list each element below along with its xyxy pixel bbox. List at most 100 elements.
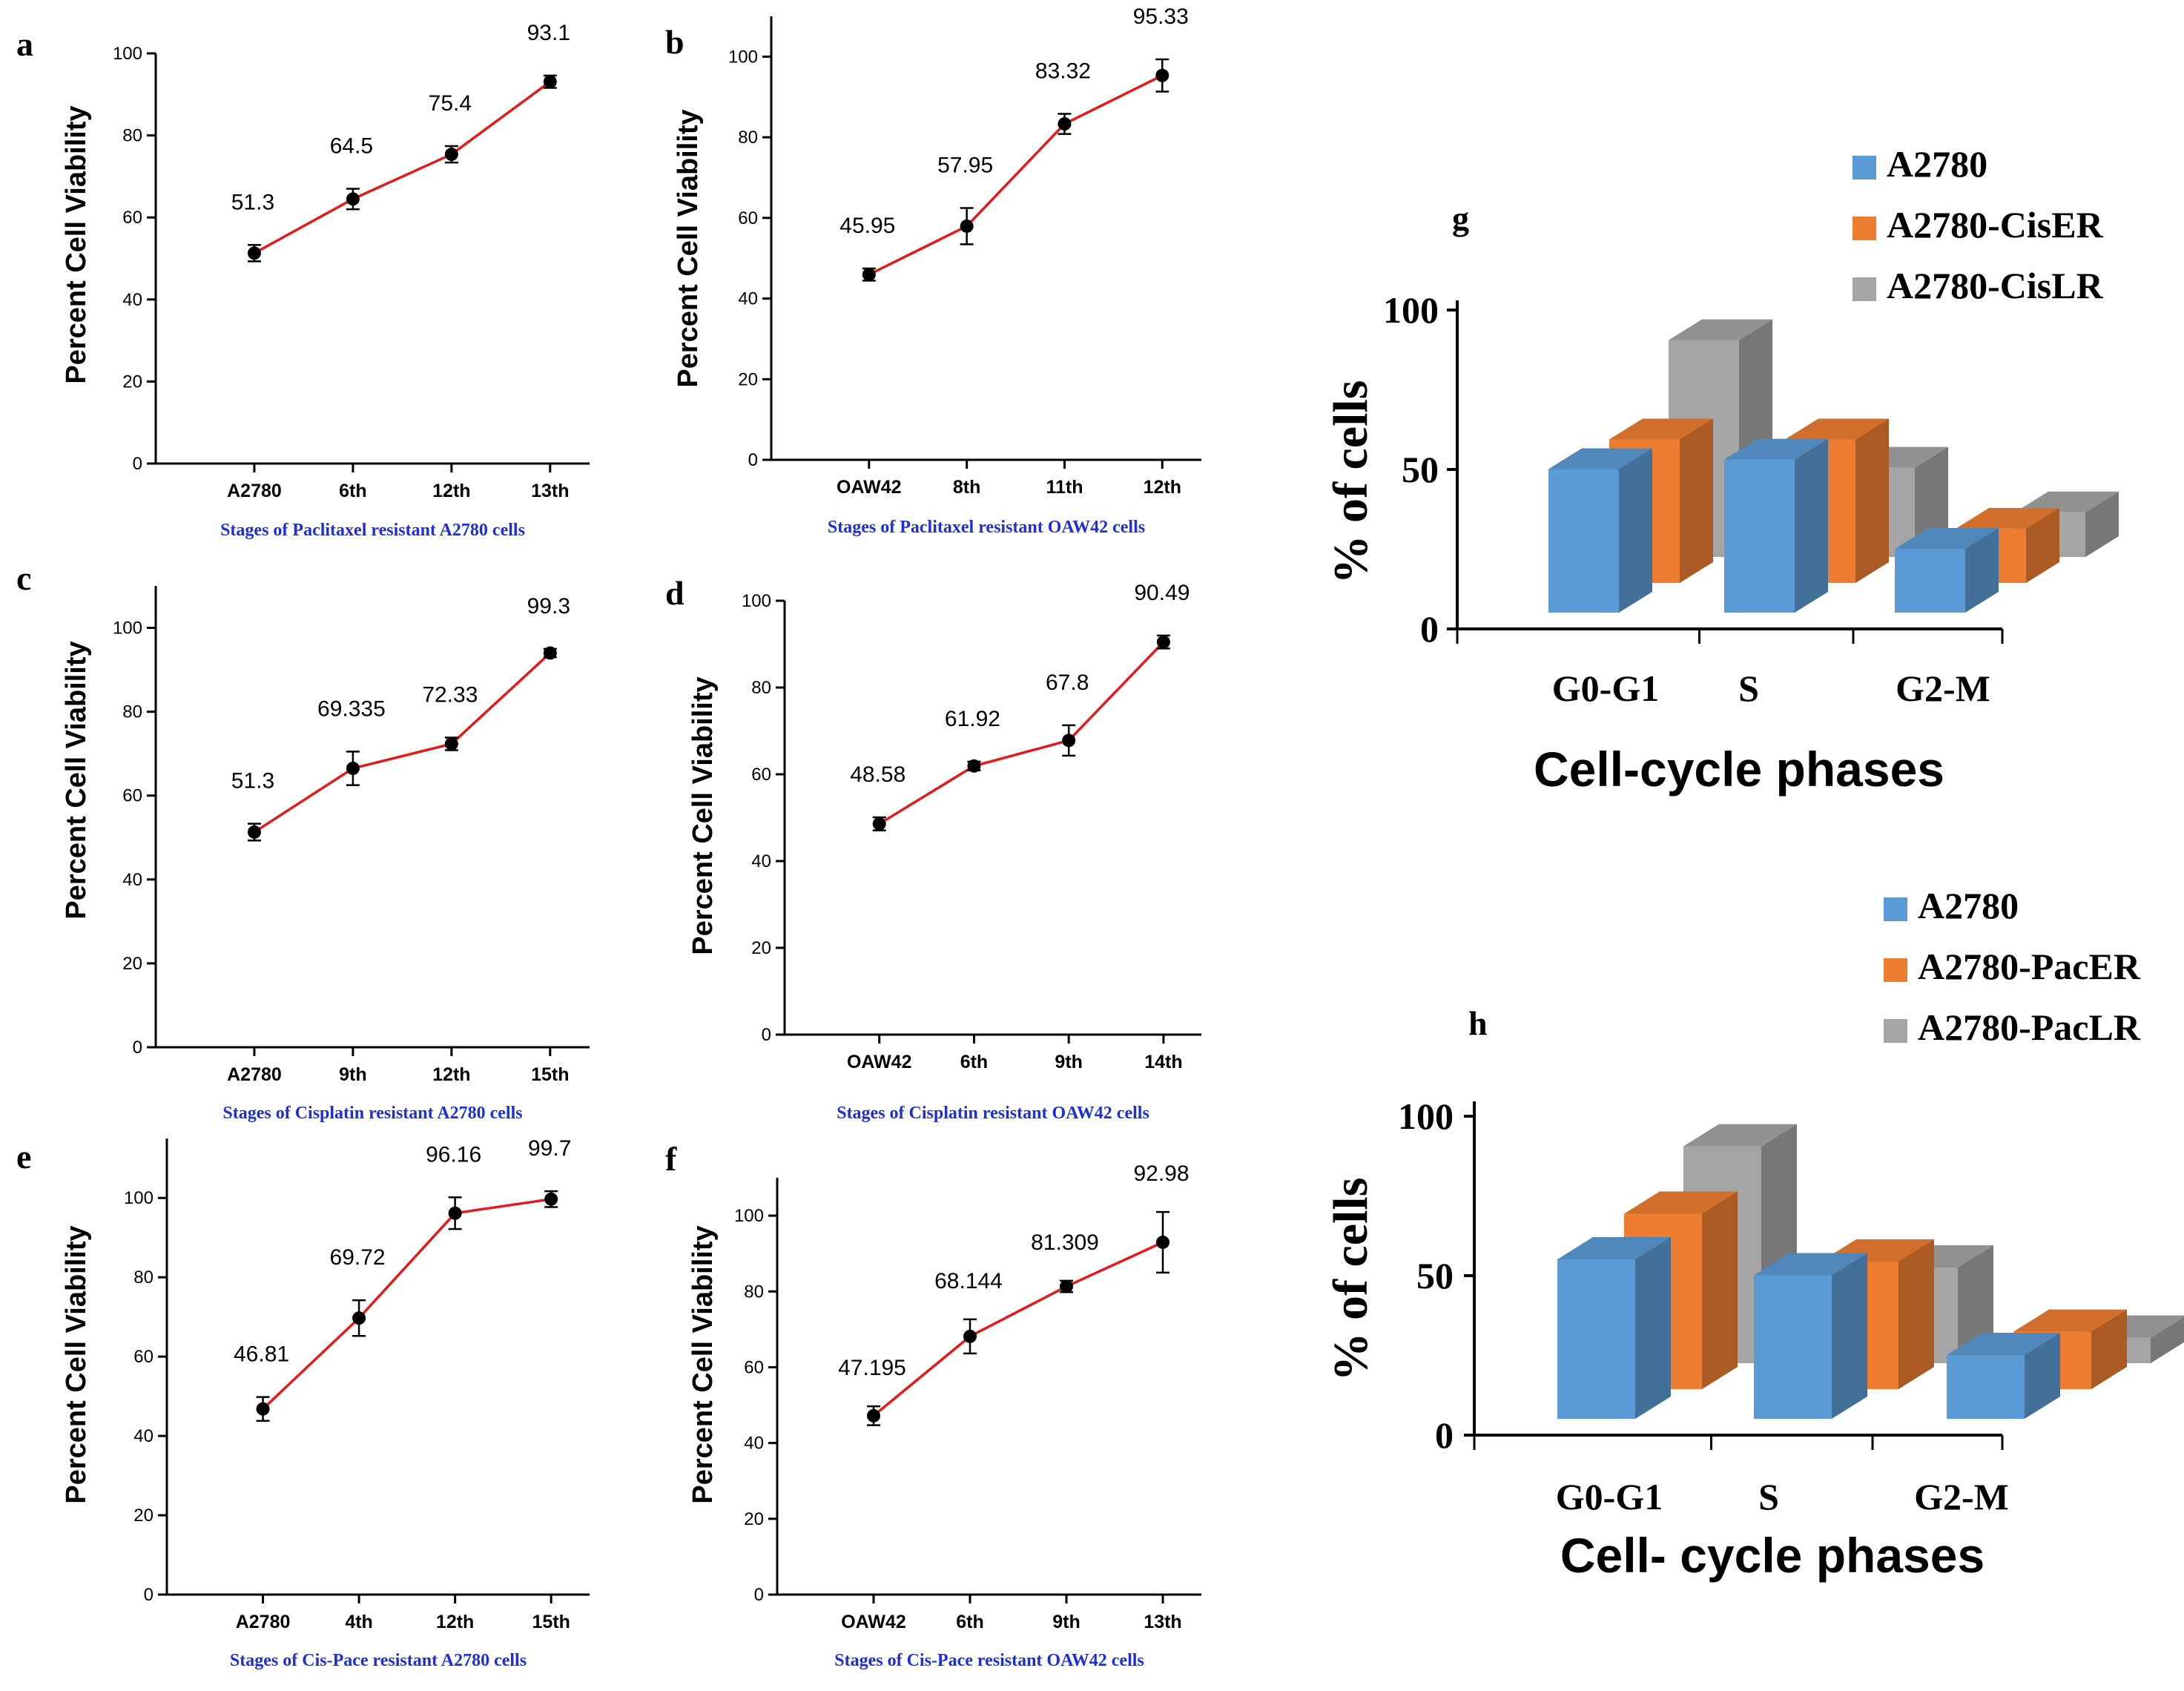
- data-label: 57.95: [937, 153, 993, 177]
- bar-side: [1680, 418, 1713, 583]
- x-tick-label: A2780: [227, 481, 282, 501]
- bar-face: [1895, 549, 1965, 613]
- data-point: [256, 1402, 270, 1416]
- bar-side: [1635, 1237, 1671, 1419]
- y-tick-label: 60: [744, 1357, 764, 1377]
- bar-face: [1947, 1355, 2025, 1419]
- y-tick-label: 60: [738, 208, 758, 228]
- x-tick-label: OAW42: [837, 477, 902, 498]
- data-point: [862, 268, 876, 282]
- data-point: [1062, 734, 1076, 748]
- x-tick-label: 11th: [1046, 477, 1083, 498]
- x-tick-label: 6th: [960, 1052, 989, 1072]
- y-tick-label: 80: [751, 678, 771, 698]
- panel-letter: h: [1468, 1004, 1488, 1042]
- bar-a2780-s: [1724, 438, 1828, 613]
- y-tick-label: 0: [144, 1585, 154, 1605]
- x-tick-label: 12th: [432, 481, 470, 501]
- bar-a2780-s: [1754, 1253, 1867, 1419]
- line-chart-e: e 0 20 40 60 80 100 A2780 4th 12th 15th 46.81 69.72 9…: [16, 1136, 590, 1670]
- y-tick-label: 20: [133, 1506, 154, 1526]
- y-tick-label: 80: [122, 126, 142, 146]
- bar-top: [1669, 319, 1772, 340]
- panel-letter: c: [16, 559, 31, 597]
- bar-top: [1557, 1237, 1671, 1259]
- y-tick-label: 40: [122, 290, 142, 310]
- x-tick-label: 13th: [531, 481, 569, 501]
- data-point: [346, 192, 360, 206]
- y-axis-label: % of cells: [1324, 380, 1378, 584]
- line-chart-b: b 0 20 40 60 80 100 OAW42 8th 11th 12th 45.95 57.95 8…: [665, 4, 1201, 537]
- bar-side: [2025, 1333, 2060, 1419]
- data-point: [1156, 635, 1170, 649]
- y-tick-label: 100: [113, 44, 142, 64]
- data-label: 45.95: [839, 214, 895, 238]
- bar-face: [1724, 459, 1795, 613]
- x-tick-label: OAW42: [841, 1612, 906, 1632]
- x-tick-label: 4th: [345, 1612, 373, 1632]
- bar-side: [2085, 491, 2119, 557]
- bar-top: [1947, 1333, 2060, 1355]
- data-label: 46.81: [234, 1342, 289, 1367]
- data-label: 99.3: [527, 594, 570, 619]
- data-point: [960, 219, 974, 233]
- data-label: 93.1: [527, 21, 570, 45]
- y-tick-label: 0: [762, 1025, 771, 1045]
- data-label: 61.92: [945, 707, 1000, 731]
- x-tick-label: 9th: [1052, 1612, 1081, 1632]
- series-line: [878, 641, 1165, 825]
- data-label: 83.32: [1035, 59, 1091, 83]
- bar-top: [1895, 528, 1999, 549]
- y-tick-label: 20: [122, 372, 142, 392]
- y-tick-label: 40: [751, 851, 771, 871]
- x-tick-label: G0-G1: [1552, 668, 1659, 709]
- y-tick-label: 40: [744, 1434, 764, 1454]
- data-label: 72.33: [422, 683, 478, 708]
- bar-top: [2015, 491, 2119, 512]
- y-axis-label: Percent Cell Viability: [687, 676, 719, 955]
- y-tick-label: 100: [742, 591, 771, 611]
- legend-swatch: [1853, 217, 1876, 240]
- series-line: [254, 652, 552, 834]
- bar-chart-h: h 0 50 100 G0-G1 S G2-M Cell- cycle phases % of …: [1324, 885, 2184, 1583]
- panel-letter: b: [665, 23, 684, 61]
- y-tick-label: 100: [1383, 289, 1439, 331]
- x-tick-label: 12th: [432, 1064, 470, 1085]
- bar-side: [2091, 1309, 2127, 1389]
- bar-top: [1754, 1253, 1867, 1276]
- y-tick-label: 0: [754, 1585, 764, 1605]
- x-axis-label: Stages of Paclitaxel resistant A2780 cel…: [220, 521, 525, 540]
- data-point: [1155, 68, 1169, 82]
- x-tick-label: OAW42: [847, 1052, 912, 1072]
- legend-swatch: [1853, 156, 1876, 179]
- data-point: [544, 1192, 558, 1206]
- x-axis-label: Stages of Cisplatin resistant A2780 cell…: [222, 1104, 522, 1123]
- bar-side: [1795, 438, 1828, 613]
- bar-a2780-g2-m: [1947, 1333, 2060, 1419]
- bar-side: [1702, 1191, 1738, 1389]
- bar-top: [1956, 507, 2059, 529]
- y-axis-label: Percent Cell Viability: [61, 641, 92, 919]
- line-chart-d: d 0 20 40 60 80 100 OAW42 6th 9th 14th 48.58 61.92 67…: [665, 574, 1201, 1123]
- bar-side: [2026, 507, 2059, 583]
- y-tick-label: 0: [748, 450, 758, 470]
- y-tick-label: 100: [1398, 1095, 1454, 1137]
- y-axis-label: Percent Cell Viability: [61, 1225, 92, 1503]
- bar-side: [1898, 1239, 1934, 1389]
- y-tick-label: 100: [734, 1206, 764, 1226]
- x-tick-label: 15th: [531, 1064, 569, 1085]
- data-point: [543, 646, 557, 660]
- data-label: 48.58: [850, 762, 905, 787]
- x-tick-label: 9th: [1055, 1052, 1083, 1072]
- x-tick-label: 15th: [532, 1612, 570, 1632]
- data-point: [867, 1408, 880, 1423]
- data-label: 99.7: [528, 1136, 571, 1161]
- legend-entry: A2780: [1887, 143, 1987, 185]
- y-tick-label: 40: [122, 870, 142, 890]
- line-chart-f: f 0 20 40 60 80 100 OAW42 6th 9th 13th 47.195 68.144…: [665, 1140, 1201, 1670]
- y-tick-label: 80: [738, 128, 758, 148]
- y-axis-label: Percent Cell Viability: [61, 105, 92, 383]
- x-tick-label: 6th: [339, 481, 367, 501]
- legend: A2780 A2780-CisER A2780-CisLR: [1853, 143, 2104, 306]
- y-tick-label: 60: [133, 1347, 154, 1367]
